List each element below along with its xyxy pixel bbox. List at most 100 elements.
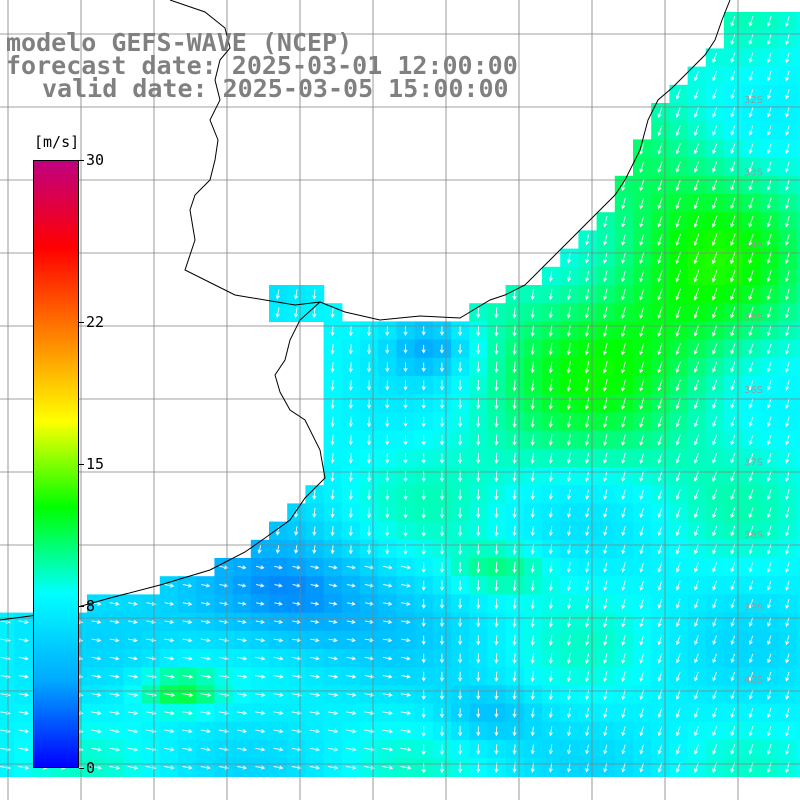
wind-arrow	[785, 125, 790, 136]
wind-arrow	[712, 89, 718, 100]
wind-arrow	[309, 729, 321, 734]
wind-arrow	[584, 452, 590, 464]
wind-arrow	[328, 619, 338, 624]
wind-arrow	[458, 470, 463, 483]
wind-arrow	[748, 598, 754, 609]
wind-arrow	[512, 397, 517, 410]
wind-arrow	[327, 747, 339, 752]
wind-arrow	[639, 361, 645, 374]
wind-arrow	[458, 362, 463, 373]
wind-arrow	[766, 598, 772, 609]
wind-arrow	[476, 489, 481, 501]
colorbar-tick-label: 15	[86, 455, 105, 473]
wind-arrow	[439, 599, 444, 609]
wind-arrow	[766, 434, 772, 446]
wind-arrow	[476, 726, 481, 737]
wind-arrow	[385, 398, 390, 409]
wind-arrow	[330, 434, 335, 446]
wind-arrow	[291, 656, 302, 661]
wind-arrow	[494, 616, 499, 628]
wind-arrow	[694, 70, 699, 82]
wind-arrow	[458, 525, 463, 537]
wind-arrow	[748, 562, 754, 573]
wind-speed-cell	[796, 139, 800, 159]
wind-arrow	[548, 434, 553, 446]
wind-arrow	[163, 692, 176, 698]
wind-arrow	[366, 471, 372, 483]
wind-arrow	[766, 288, 772, 301]
wind-speed-cell	[796, 285, 800, 304]
wind-arrow	[784, 215, 790, 228]
wind-arrow	[712, 489, 718, 501]
wind-arrow	[348, 489, 353, 501]
wind-arrow	[675, 233, 681, 246]
wind-arrow	[603, 653, 608, 664]
wind-arrow	[346, 765, 357, 770]
wind-arrow	[512, 343, 517, 356]
wind-arrow	[439, 416, 444, 428]
wind-speed-cell	[796, 703, 800, 723]
wind-arrow	[366, 434, 372, 446]
wind-arrow	[639, 452, 645, 464]
wind-arrow	[346, 674, 357, 679]
wind-arrow	[273, 692, 284, 697]
wind-arrow	[693, 288, 700, 301]
wind-arrow	[712, 380, 718, 391]
wind-arrow	[748, 617, 754, 627]
wind-arrow	[91, 711, 102, 716]
wind-arrow	[639, 324, 645, 337]
wind-arrow	[585, 489, 590, 500]
wind-arrow	[602, 379, 608, 392]
wind-arrow	[785, 325, 790, 337]
wind-arrow	[385, 416, 390, 428]
wind-arrow	[585, 507, 590, 518]
wind-arrow	[255, 747, 266, 752]
latitude-label: 40S	[744, 675, 763, 686]
wind-arrow	[639, 397, 645, 410]
wind-arrow	[346, 692, 357, 697]
wind-arrow	[767, 635, 772, 646]
wind-arrow	[439, 653, 444, 664]
wind-arrow	[291, 692, 302, 697]
wind-arrow	[639, 507, 645, 518]
wind-arrow	[548, 598, 553, 610]
wind-arrow	[91, 619, 102, 625]
wind-arrow	[621, 234, 626, 246]
wind-arrow	[512, 452, 517, 464]
wind-arrow	[439, 525, 444, 537]
wind-arrow	[273, 765, 284, 770]
wind-arrow	[693, 398, 699, 410]
wind-arrow	[348, 362, 353, 373]
wind-arrow	[385, 470, 390, 483]
wind-arrow	[603, 507, 608, 518]
wind-arrow	[385, 544, 390, 555]
wind-arrow	[785, 107, 790, 118]
wind-arrow	[364, 765, 375, 770]
wind-arrow	[712, 416, 718, 428]
wind-arrow	[748, 507, 754, 519]
wind-arrow	[657, 452, 663, 464]
wind-arrow	[458, 380, 463, 391]
wind-arrow	[109, 638, 120, 643]
wind-arrow	[494, 744, 499, 755]
wind-arrow	[328, 565, 338, 570]
wind-arrow	[200, 729, 211, 734]
wind-arrow	[639, 434, 645, 446]
wind-arrow	[476, 525, 481, 537]
wind-speed-cell	[796, 230, 800, 250]
wind-arrow	[730, 125, 736, 136]
wind-arrow	[585, 526, 590, 537]
wind-arrow	[310, 565, 320, 570]
wind-arrow	[585, 580, 590, 592]
wind-arrow	[621, 726, 626, 737]
wind-arrow	[730, 689, 736, 700]
wind-arrow	[421, 744, 426, 756]
wind-arrow	[566, 452, 571, 464]
colorbar	[33, 160, 79, 768]
wind-arrow	[639, 653, 645, 664]
wind-arrow	[346, 710, 357, 716]
wind-arrow	[439, 617, 444, 628]
wind-arrow	[274, 583, 283, 588]
wind-arrow	[785, 34, 790, 45]
wind-arrow	[602, 397, 608, 410]
